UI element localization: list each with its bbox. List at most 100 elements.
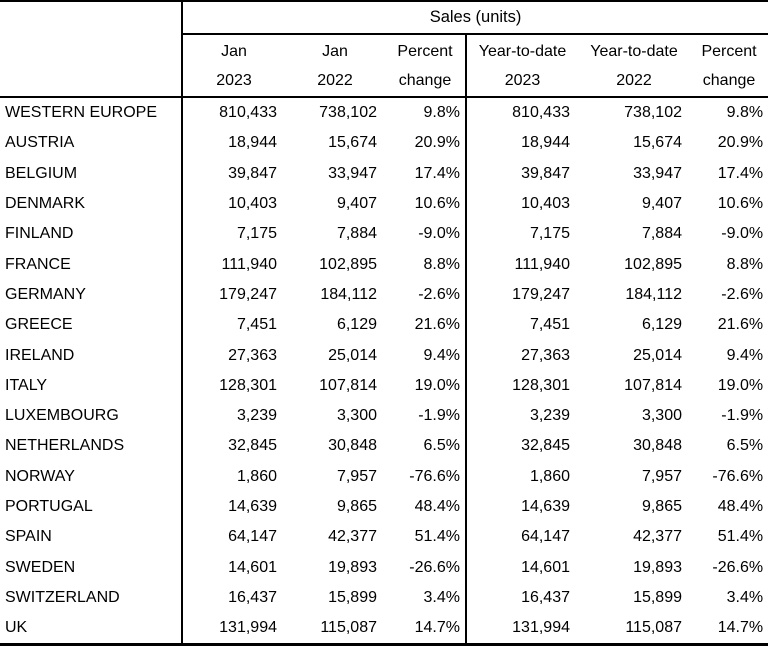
table-row: SPAIN 64,147 42,377 51.4% 64,147 42,377 … xyxy=(0,522,768,553)
jan-2023-cell: 3,239 xyxy=(236,407,277,425)
ytd-percent-change-cell: 3.4% xyxy=(726,588,764,606)
corner-cell xyxy=(0,1,183,98)
jan-2022-cell: 15,674 xyxy=(328,134,377,152)
ytd-2023-cell: 179,247 xyxy=(512,285,570,303)
ytd-2023-cell: 111,940 xyxy=(514,255,570,273)
percent-change-cell: 51.4% xyxy=(385,522,467,553)
table-row: LUXEMBOURG 3,239 3,300 -1.9% 3,239 3,300… xyxy=(0,400,768,432)
jan-2023-cell: 810,433 xyxy=(219,104,277,122)
column-header-row: Jan 2023 Jan 2022 Percent change Year-to… xyxy=(0,34,768,98)
ytd-2023-cell: 14,639 xyxy=(521,498,570,515)
jan-2023-cell: 27,363 xyxy=(228,346,277,364)
country-cell: GERMANY xyxy=(0,279,183,311)
percent-change-cell: 9.4% xyxy=(385,340,467,371)
percent-change-cell: 9.8% xyxy=(385,97,467,129)
ytd-percent-change-cell: 17.4% xyxy=(717,164,764,182)
ytd-2022-cell: 15,674 xyxy=(633,134,682,152)
jan-2023-cell: 10,403 xyxy=(228,195,277,213)
percent-change-cell: 17.4% xyxy=(385,158,467,189)
jan-2022-cell: 9,407 xyxy=(336,195,377,213)
table-row: FRANCE 111,940 102,895 8.8% 111,940 102,… xyxy=(0,249,768,280)
percent-change-cell: 8.8% xyxy=(385,249,467,280)
jan-2023-cell: 18,944 xyxy=(228,134,277,152)
jan-2022-cell: 7,884 xyxy=(336,225,377,243)
jan-2023-cell: 7,175 xyxy=(236,225,277,243)
percent-change-cell: 3.4% xyxy=(385,582,467,614)
percent-change-cell: 14.7% xyxy=(385,613,467,645)
jan-2022-cell: 15,899 xyxy=(328,588,377,606)
col-header-line2: 2022 xyxy=(616,71,652,89)
jan-2022-cell: 19,893 xyxy=(328,558,377,576)
ytd-percent-change-cell: 14.7% xyxy=(717,619,764,637)
table-title: Sales (units) xyxy=(182,1,768,35)
jan-2023-cell: 14,601 xyxy=(228,558,277,576)
ytd-2023-cell: 810,433 xyxy=(512,104,570,122)
ytd-2023-cell: 27,363 xyxy=(521,346,570,364)
table-row: ITALY 128,301 107,814 19.0% 128,301 107,… xyxy=(0,370,768,401)
ytd-percent-change-cell: 21.6% xyxy=(717,316,764,334)
country-cell: LUXEMBOURG xyxy=(0,400,183,432)
percent-change-cell: -2.6% xyxy=(385,279,467,311)
ytd-2023-cell: 10,403 xyxy=(521,195,570,213)
ytd-percent-change-cell: 9.4% xyxy=(726,346,764,364)
country-cell: NETHERLANDS xyxy=(0,431,183,462)
jan-2023-cell: 111,940 xyxy=(221,255,277,273)
ytd-percent-change-cell: 48.4% xyxy=(717,498,764,515)
jan-2022-cell: 6,129 xyxy=(336,316,377,334)
jan-2022-cell: 42,377 xyxy=(328,528,377,546)
jan-2022-cell: 738,102 xyxy=(319,104,377,122)
col-header-line1: Percent xyxy=(701,42,757,60)
jan-2023-cell: 131,994 xyxy=(219,619,277,637)
country-cell: FINLAND xyxy=(0,219,183,250)
ytd-2022-cell: 184,112 xyxy=(625,285,682,303)
ytd-percent-change-cell: -9.0% xyxy=(721,225,764,243)
col-header-line2: change xyxy=(702,71,756,89)
col-header-ytd-2023: Year-to-date 2023 xyxy=(466,34,578,98)
jan-2022-cell: 184,112 xyxy=(320,285,377,303)
country-cell: WESTERN EUROPE xyxy=(0,97,183,129)
ytd-2022-cell: 15,899 xyxy=(633,588,682,606)
col-header-line2: 2023 xyxy=(216,71,252,89)
ytd-2023-cell: 16,437 xyxy=(521,588,570,606)
percent-change-cell: -9.0% xyxy=(385,219,467,250)
percent-change-cell: -76.6% xyxy=(385,461,467,492)
ytd-2023-cell: 14,601 xyxy=(521,558,570,576)
ytd-2022-cell: 6,129 xyxy=(641,316,682,334)
jan-2023-cell: 16,437 xyxy=(228,588,277,606)
country-cell: AUSTRIA xyxy=(0,128,183,159)
country-cell: PORTUGAL xyxy=(0,491,183,523)
jan-2022-cell: 3,300 xyxy=(336,407,377,425)
table-row: IRELAND 27,363 25,014 9.4% 27,363 25,014… xyxy=(0,340,768,371)
percent-change-cell: 19.0% xyxy=(385,370,467,401)
table-row: FINLAND 7,175 7,884 -9.0% 7,175 7,884 -9… xyxy=(0,219,768,250)
table-row: GERMANY 179,247 184,112 -2.6% 179,247 18… xyxy=(0,279,768,311)
col-header-percent-change: Percent change xyxy=(385,34,467,98)
table-row: SWITZERLAND 16,437 15,899 3.4% 16,437 15… xyxy=(0,582,768,614)
country-cell: NORWAY xyxy=(0,461,183,492)
ytd-2023-cell: 18,944 xyxy=(521,134,570,152)
country-cell: SWITZERLAND xyxy=(0,582,183,614)
table-body: WESTERN EUROPE 810,433 738,102 9.8% 810,… xyxy=(0,97,768,645)
table-row: AUSTRIA 18,944 15,674 20.9% 18,944 15,67… xyxy=(0,128,768,159)
table-row: NETHERLANDS 32,845 30,848 6.5% 32,845 30… xyxy=(0,431,768,462)
ytd-2022-cell: 19,893 xyxy=(633,558,682,576)
percent-change-cell: 10.6% xyxy=(385,188,467,220)
jan-2023-cell: 32,845 xyxy=(228,437,277,455)
country-cell: IRELAND xyxy=(0,340,183,371)
ytd-percent-change-cell: -26.6% xyxy=(712,558,764,576)
country-cell: FRANCE xyxy=(0,249,183,280)
table-header: Sales (units) Jan 2023 Jan 2022 Percent … xyxy=(0,1,768,98)
jan-2022-cell: 107,814 xyxy=(319,376,377,394)
percent-change-cell: 6.5% xyxy=(385,431,467,462)
table-row: WESTERN EUROPE 810,433 738,102 9.8% 810,… xyxy=(0,97,768,129)
ytd-2022-cell: 30,848 xyxy=(633,437,682,455)
country-cell: GREECE xyxy=(0,310,183,341)
col-header-line2: 2023 xyxy=(504,71,541,89)
ytd-percent-change-cell: -1.9% xyxy=(721,407,764,425)
ytd-2022-cell: 7,884 xyxy=(641,225,682,243)
col-header-line1: Year-to-date xyxy=(590,42,678,60)
table-row: NORWAY 1,860 7,957 -76.6% 1,860 7,957 -7… xyxy=(0,461,768,492)
percent-change-cell: 21.6% xyxy=(385,310,467,341)
